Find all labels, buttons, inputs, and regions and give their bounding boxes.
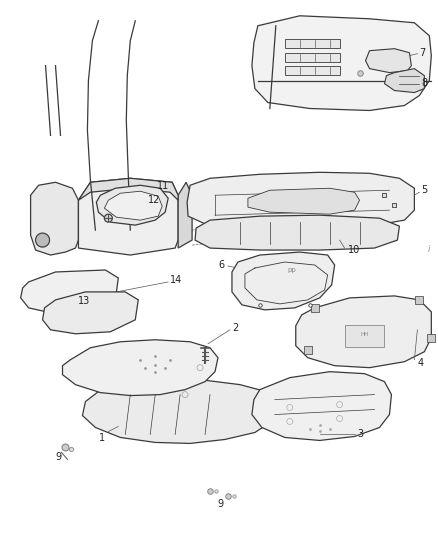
Polygon shape [304,346,312,354]
Bar [285,53,339,62]
Polygon shape [104,191,162,220]
Polygon shape [63,340,218,395]
Polygon shape [78,178,178,200]
Text: 7: 7 [419,47,426,58]
Polygon shape [252,372,392,440]
Polygon shape [31,182,78,255]
Circle shape [104,214,112,222]
Polygon shape [96,185,168,225]
Text: 5: 5 [421,185,427,195]
Polygon shape [385,69,424,93]
Circle shape [35,233,49,247]
Polygon shape [252,16,431,110]
Text: 9: 9 [56,453,62,463]
Polygon shape [78,178,178,255]
Text: i: i [428,245,431,254]
Text: 13: 13 [78,296,90,306]
Polygon shape [366,49,411,72]
Text: 6: 6 [219,260,225,270]
Text: 10: 10 [348,245,360,255]
Polygon shape [178,182,192,248]
Text: pp: pp [287,267,296,273]
Bar [285,39,339,47]
Polygon shape [187,172,414,228]
Text: 3: 3 [357,430,364,440]
Bar [345,325,385,347]
Text: 14: 14 [170,275,182,285]
Polygon shape [415,296,424,304]
Polygon shape [195,215,399,250]
Text: 12: 12 [148,195,161,205]
Text: 1: 1 [99,433,106,443]
Text: 8: 8 [421,78,427,87]
Polygon shape [427,334,435,342]
Polygon shape [232,252,335,310]
Polygon shape [296,296,431,368]
Text: 11: 11 [157,181,170,191]
Polygon shape [21,270,118,314]
Polygon shape [311,304,319,312]
Text: HH: HH [360,332,369,337]
Polygon shape [82,378,278,443]
Bar [285,66,339,75]
Polygon shape [42,292,138,334]
Text: 4: 4 [417,358,424,368]
Text: 2: 2 [232,323,238,333]
Polygon shape [248,188,360,214]
Text: 9: 9 [217,499,223,509]
